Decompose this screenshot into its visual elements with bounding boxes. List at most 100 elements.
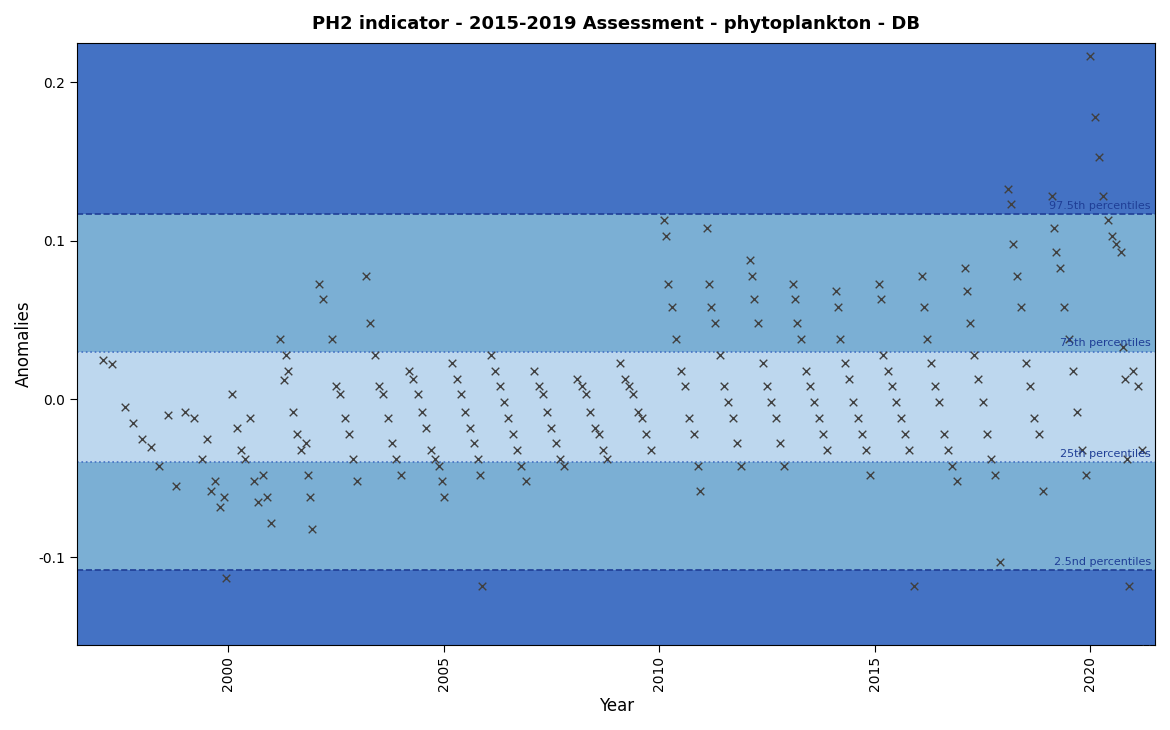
Point (1055, 301, 1074, 313)
Point (818, 444, 837, 456)
Text: 75th percentiles: 75th percentiles (1060, 339, 1150, 348)
Point (257, 491, 276, 503)
Point (456, 406, 475, 418)
Point (542, 422, 560, 434)
Point (835, 357, 854, 369)
Point (270, 333, 289, 345)
Point (758, 380, 777, 392)
Point (784, 277, 803, 289)
Point (193, 453, 212, 465)
Point (296, 437, 315, 449)
Point (982, 453, 1000, 465)
Point (797, 365, 815, 377)
Text: 97.5th percentiles: 97.5th percentiles (1049, 201, 1150, 211)
Point (303, 523, 322, 535)
Point (667, 333, 686, 345)
Point (142, 441, 160, 453)
Point (1068, 406, 1087, 418)
Point (943, 460, 962, 472)
Point (498, 412, 517, 424)
Point (1089, 151, 1108, 163)
Point (766, 412, 785, 424)
Point (787, 318, 806, 329)
Point (831, 333, 849, 345)
Point (828, 301, 847, 313)
Point (973, 396, 992, 408)
Point (216, 572, 235, 584)
Point (534, 388, 552, 400)
Point (710, 349, 729, 361)
Point (309, 277, 328, 289)
Point (253, 469, 271, 481)
Point (567, 373, 586, 385)
Point (1114, 341, 1133, 353)
Point (697, 223, 716, 234)
Point (1081, 50, 1100, 61)
Point (964, 349, 983, 361)
Point (413, 406, 432, 418)
Point (292, 444, 311, 456)
Point (684, 428, 703, 439)
Point (948, 476, 966, 488)
Point (503, 428, 522, 439)
Point (636, 428, 655, 439)
Point (856, 444, 875, 456)
Point (1030, 428, 1048, 439)
Point (1046, 246, 1065, 258)
Point (339, 428, 358, 439)
Point (472, 469, 490, 481)
Point (283, 406, 302, 418)
Point (227, 422, 246, 434)
Point (892, 412, 910, 424)
Point (206, 476, 225, 488)
Point (232, 444, 250, 456)
Point (728, 437, 746, 449)
Point (624, 388, 642, 400)
Point (426, 453, 445, 465)
Point (1099, 215, 1117, 226)
Point (322, 333, 340, 345)
Point (656, 230, 675, 242)
Point (805, 396, 824, 408)
Point (365, 349, 384, 361)
X-axis label: Year: Year (599, 697, 634, 715)
Point (102, 358, 121, 370)
Point (464, 437, 483, 449)
Point (869, 277, 888, 289)
Point (879, 365, 897, 377)
Point (460, 422, 479, 434)
Point (598, 453, 617, 465)
Point (245, 476, 263, 488)
Bar (77, 352, 1155, 462)
Point (495, 396, 514, 408)
Point (917, 333, 936, 345)
Point (585, 422, 604, 434)
Point (240, 412, 259, 424)
Point (810, 412, 828, 424)
Point (214, 491, 233, 503)
Point (848, 412, 867, 424)
Point (840, 373, 859, 385)
Point (482, 349, 501, 361)
Point (991, 556, 1010, 568)
Point (223, 388, 242, 400)
Point (930, 396, 949, 408)
Point (1004, 238, 1023, 250)
Point (715, 380, 734, 392)
Point (577, 388, 596, 400)
Point (887, 396, 906, 408)
Point (611, 357, 629, 369)
Point (1033, 485, 1052, 497)
Point (335, 412, 353, 424)
Point (150, 460, 168, 472)
Point (370, 380, 388, 392)
Point (1045, 223, 1064, 234)
Point (895, 428, 914, 439)
Point (659, 277, 677, 289)
Point (706, 318, 724, 329)
Point (529, 380, 548, 392)
Point (508, 444, 526, 456)
Point (1017, 357, 1035, 369)
Point (771, 437, 790, 449)
Point (853, 428, 872, 439)
